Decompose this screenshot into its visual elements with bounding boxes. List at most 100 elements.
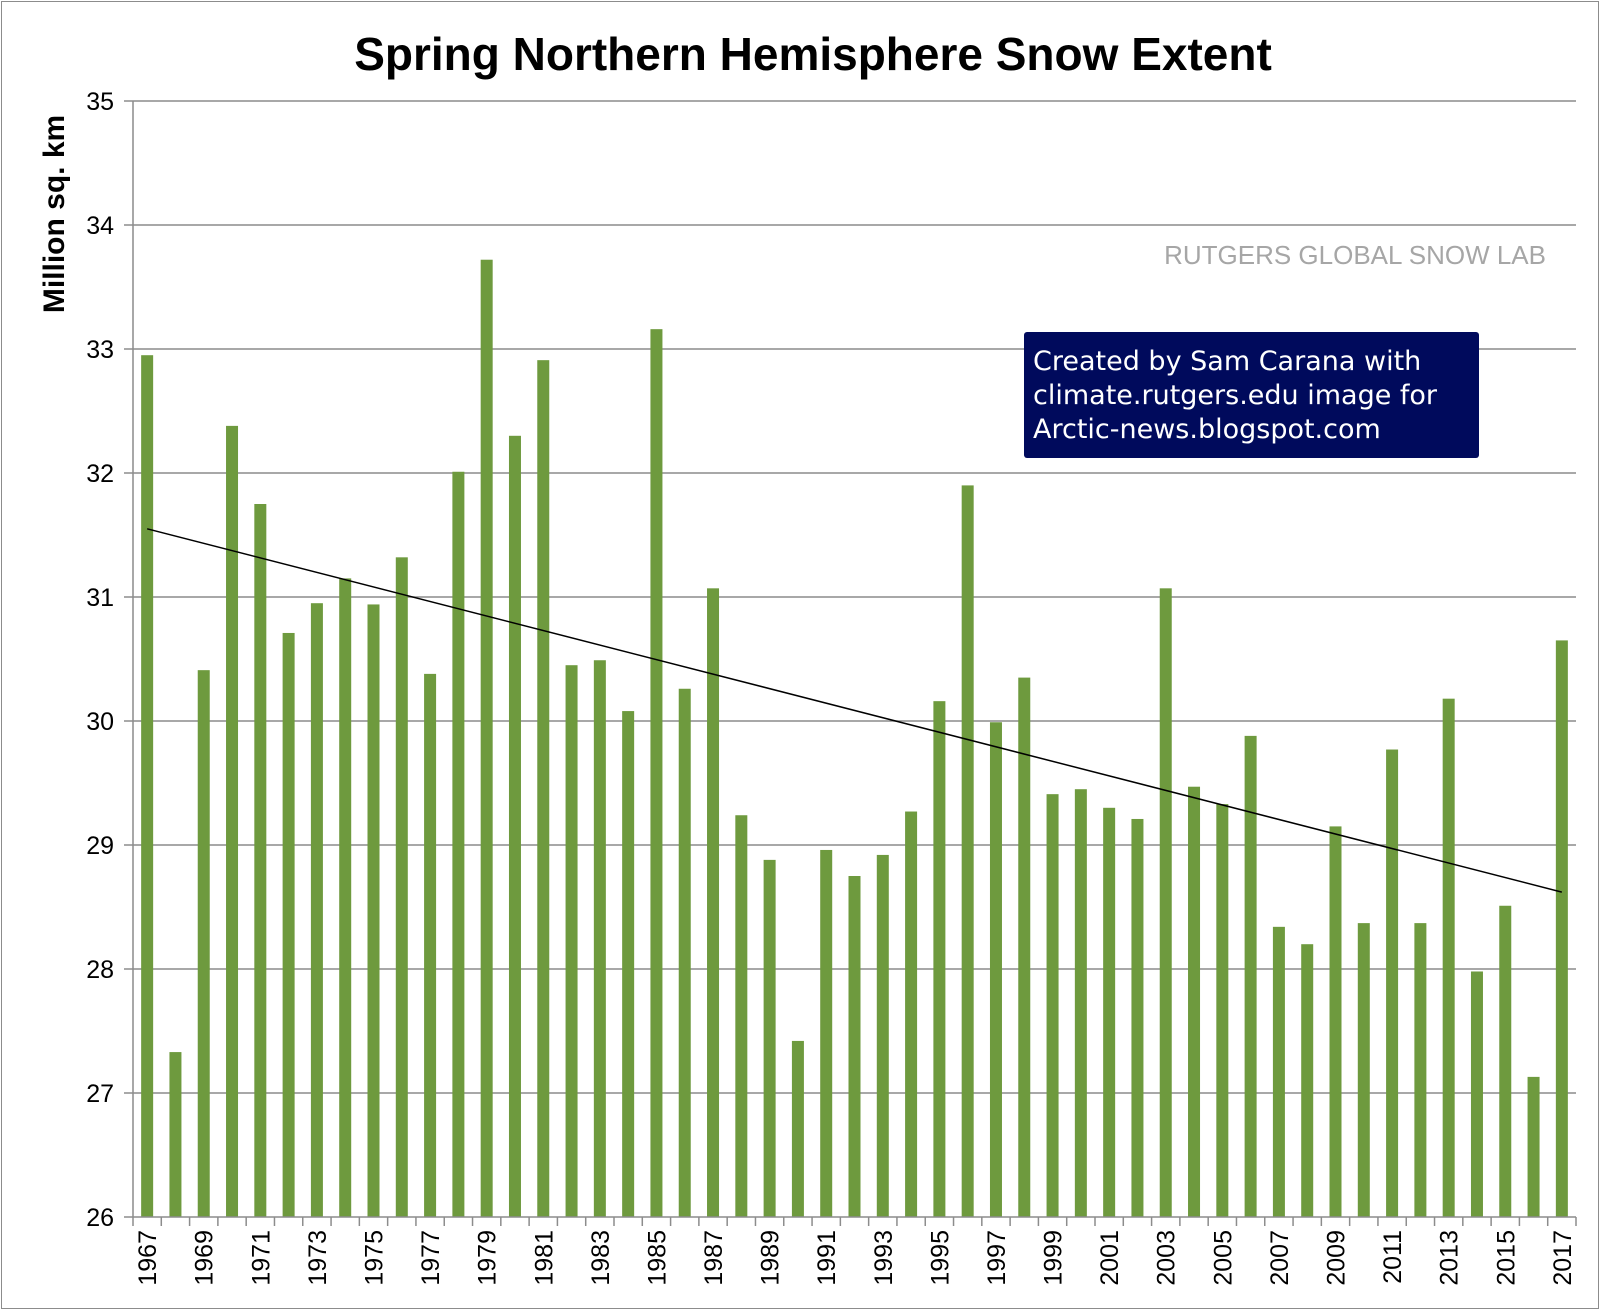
- bar-1989: [763, 859, 776, 1217]
- bar-1999: [1046, 794, 1059, 1217]
- x-tick-label-1987: 1987: [700, 1230, 728, 1286]
- bar-2000: [1074, 789, 1087, 1217]
- bar-1993: [876, 854, 889, 1217]
- x-tick-label-1971: 1971: [247, 1230, 275, 1286]
- x-tick-label-2013: 2013: [1436, 1230, 1464, 1286]
- x-tick-label-1997: 1997: [983, 1230, 1011, 1286]
- credit-line-1: Created by Sam Carana with: [1033, 346, 1421, 377]
- bar-1998: [1018, 677, 1031, 1217]
- x-tick-label-2009: 2009: [1323, 1230, 1351, 1286]
- bar-2015: [1499, 905, 1512, 1217]
- y-tick-labels: 26 27 28 29 30 31 32 33 34 35: [86, 88, 114, 1232]
- x-tick-label-2017: 2017: [1549, 1230, 1577, 1286]
- x-tick-labels: 1967 1969 1971 1973 1975 1977 1979 1981 1983 1985…: [134, 1230, 1577, 1286]
- bar-1967: [141, 355, 154, 1217]
- bar-2012: [1414, 923, 1427, 1217]
- bar-1974: [339, 578, 352, 1217]
- bar-1970: [226, 425, 239, 1217]
- bar-2011: [1386, 749, 1399, 1217]
- x-tick-label-2015: 2015: [1492, 1230, 1520, 1286]
- y-tick-label-33: 33: [86, 336, 114, 364]
- x-tick-label-1991: 1991: [813, 1230, 841, 1286]
- y-tick-label-28: 28: [86, 956, 114, 984]
- credit-line-2: climate.rutgers.edu image for: [1033, 380, 1438, 411]
- bar-1991: [820, 849, 833, 1217]
- bar-1995: [933, 701, 946, 1217]
- y-tick-label-35: 35: [86, 88, 114, 116]
- y-axis-label: Million sq. km: [38, 115, 71, 313]
- chart-title: Spring Northern Hemisphere Snow Extent: [354, 28, 1272, 80]
- bar-2004: [1188, 786, 1201, 1217]
- bar-2005: [1216, 804, 1229, 1217]
- bar-2007: [1272, 926, 1285, 1217]
- bar-2013: [1442, 698, 1455, 1217]
- x-tick-label-2011: 2011: [1379, 1230, 1407, 1284]
- bar-2009: [1329, 826, 1342, 1217]
- x-tick-label-2007: 2007: [1266, 1230, 1294, 1286]
- x-tick-label-1967: 1967: [134, 1230, 162, 1286]
- credit-line-3: Arctic-news.blogspot.com: [1033, 414, 1381, 445]
- y-tick-label-34: 34: [86, 212, 114, 240]
- x-tick-label-1993: 1993: [870, 1230, 898, 1286]
- y-tick-label-31: 31: [86, 584, 114, 612]
- x-tick-label-1999: 1999: [1040, 1230, 1068, 1286]
- x-tick-label-2001: 2001: [1096, 1230, 1124, 1286]
- x-tick-label-1983: 1983: [587, 1230, 615, 1286]
- bar-1980: [508, 435, 521, 1217]
- bar-1985: [650, 329, 663, 1217]
- bar-1983: [593, 660, 606, 1217]
- x-tick-label-1969: 1969: [191, 1230, 219, 1286]
- x-tick-label-1995: 1995: [926, 1230, 954, 1286]
- x-tick-label-1977: 1977: [417, 1230, 445, 1286]
- bar-1969: [197, 670, 210, 1217]
- x-tick-label-1973: 1973: [304, 1230, 332, 1286]
- bar-1981: [537, 360, 550, 1217]
- bar-1982: [565, 665, 578, 1217]
- x-tick-label-1981: 1981: [530, 1230, 558, 1286]
- bar-2017: [1555, 640, 1568, 1217]
- trendline: [146, 528, 1563, 893]
- bar-1972: [282, 632, 295, 1217]
- bar-1997: [989, 722, 1002, 1217]
- bar-1984: [622, 711, 635, 1217]
- bar-1978: [452, 471, 465, 1217]
- bars: [141, 259, 1568, 1218]
- y-tick-label-27: 27: [86, 1080, 114, 1108]
- x-tick-label-2003: 2003: [1153, 1230, 1181, 1286]
- bar-1971: [254, 504, 267, 1217]
- bar-1975: [367, 604, 380, 1217]
- y-tick-label-32: 32: [86, 460, 114, 488]
- bar-2003: [1159, 588, 1172, 1217]
- trend-line: [146, 528, 1563, 893]
- x-tick-label-1975: 1975: [361, 1230, 389, 1286]
- watermark-text: RUTGERS GLOBAL SNOW LAB: [1164, 240, 1546, 270]
- axes: [124, 100, 1577, 1226]
- bar-1979: [480, 259, 493, 1218]
- bar-2002: [1131, 818, 1144, 1217]
- credit-box-background: [1024, 332, 1479, 458]
- bar-1973: [310, 603, 323, 1217]
- bar-1988: [735, 815, 748, 1217]
- bar-1977: [424, 673, 437, 1217]
- x-tick-label-2005: 2005: [1209, 1230, 1237, 1286]
- bar-1990: [791, 1040, 804, 1217]
- bar-1986: [678, 688, 691, 1217]
- x-tick-label-1989: 1989: [757, 1230, 785, 1286]
- y-tick-label-26: 26: [86, 1204, 114, 1232]
- x-tick-label-1985: 1985: [643, 1230, 671, 1286]
- bar-1987: [707, 588, 720, 1217]
- bar-2006: [1244, 735, 1257, 1217]
- credit-box: Created by Sam Carana with climate.rutge…: [1024, 332, 1479, 458]
- bar-2014: [1470, 971, 1483, 1217]
- bar-1996: [961, 485, 974, 1217]
- bar-1976: [395, 557, 408, 1217]
- bar-2001: [1103, 807, 1116, 1217]
- x-tick-label-1979: 1979: [474, 1230, 502, 1286]
- bar-2008: [1301, 944, 1314, 1217]
- bar-2016: [1527, 1076, 1540, 1217]
- bar-2010: [1357, 923, 1370, 1217]
- y-tick-label-30: 30: [86, 708, 114, 736]
- y-tick-label-29: 29: [86, 832, 114, 860]
